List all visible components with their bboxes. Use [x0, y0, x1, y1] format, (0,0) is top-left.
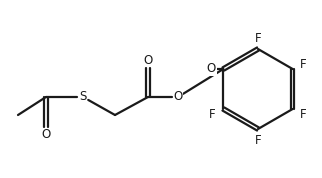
Text: O: O: [207, 62, 216, 75]
Text: O: O: [143, 54, 153, 67]
Text: F: F: [300, 108, 307, 121]
Text: F: F: [300, 57, 307, 70]
Text: F: F: [255, 134, 261, 146]
Text: O: O: [41, 129, 51, 142]
Text: O: O: [173, 90, 183, 103]
Text: F: F: [255, 33, 261, 46]
Text: F: F: [209, 108, 216, 121]
Text: S: S: [79, 90, 87, 103]
